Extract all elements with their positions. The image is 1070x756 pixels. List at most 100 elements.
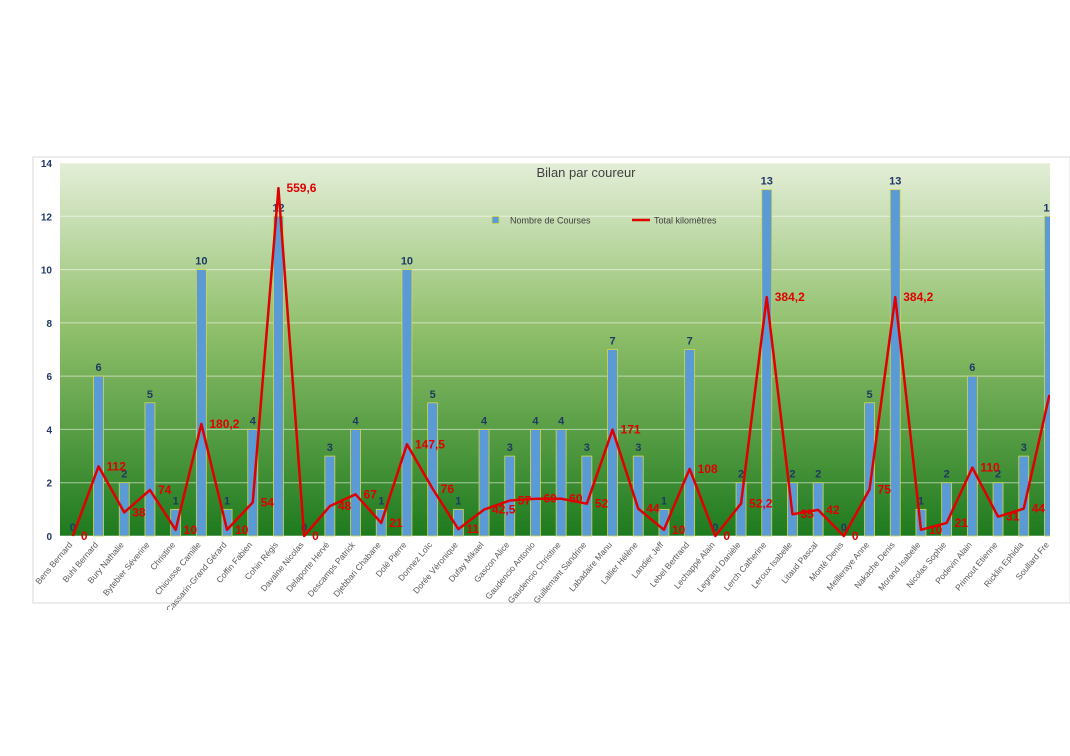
y-tick-label: 0	[46, 532, 52, 543]
bar-value-label: 13	[889, 176, 901, 188]
bar	[478, 429, 490, 537]
bar-value-label: 2	[815, 469, 821, 481]
line-value-label: 54	[261, 495, 275, 509]
line-value-label: 10	[929, 523, 943, 537]
bar-value-label: 5	[430, 389, 436, 401]
bar-value-label: 4	[250, 415, 257, 427]
y-tick-label: 8	[46, 319, 52, 330]
bar-value-label: 6	[969, 362, 975, 374]
y-tick-label: 10	[41, 266, 53, 277]
line-value-label: 10	[235, 523, 249, 537]
bar	[195, 269, 207, 537]
line-value-label: 75	[878, 482, 892, 496]
bar-value-label: 13	[761, 176, 773, 188]
line-value-label: 44	[1032, 502, 1046, 516]
bar-value-label: 5	[147, 389, 153, 401]
bar-value-label: 3	[1021, 442, 1027, 454]
bar-value-label: 7	[609, 336, 615, 348]
bar-value-label: 0	[841, 522, 847, 534]
line-value-label: 38	[132, 505, 146, 519]
chart-title: Bilan par coureur	[537, 165, 637, 180]
bar	[427, 402, 439, 537]
line-value-label: 384,2	[775, 290, 805, 304]
bar-value-label: 6	[95, 362, 101, 374]
bar	[144, 402, 156, 537]
line-value-label: 74	[158, 483, 172, 497]
bar-value-label: 2	[995, 469, 1001, 481]
line-value-label: 11	[466, 522, 479, 536]
bar	[761, 189, 773, 537]
bar	[350, 429, 361, 537]
bar-value-label: 4	[481, 415, 488, 427]
bar	[889, 189, 901, 537]
bar-value-label: 3	[507, 442, 513, 454]
bar	[93, 375, 104, 537]
line-value-label: 57	[518, 494, 532, 508]
y-tick-label: 4	[46, 425, 52, 436]
legend-swatch	[491, 216, 500, 224]
legend-label: Nombre de Courses	[510, 216, 591, 226]
bar	[966, 375, 978, 537]
bar-value-label: 0	[712, 522, 718, 534]
bar-value-label: 4	[352, 415, 359, 427]
bar	[530, 429, 541, 537]
bar-value-label: 2	[738, 469, 744, 481]
bar-value-label: 4	[558, 415, 565, 427]
bar-value-label: 4	[532, 415, 539, 427]
bar	[1044, 215, 1050, 537]
line-value-label: 31	[1006, 510, 1020, 524]
y-tick-label: 12	[41, 212, 53, 223]
line-value-label: 42	[826, 503, 840, 517]
line-value-label: 52,2	[749, 497, 773, 511]
line	[71, 186, 1050, 538]
line-value-label: 35	[800, 507, 814, 521]
line-value-label: 21	[389, 516, 403, 530]
bar-value-label: 1	[661, 495, 667, 507]
bar-value-label: 1	[173, 495, 179, 507]
bar-value-label: 2	[121, 469, 127, 481]
line-value-label: 559,6	[286, 181, 316, 195]
bar	[504, 455, 516, 537]
bar	[247, 429, 259, 537]
line-value-label: 171	[621, 423, 641, 437]
bar-value-label: 10	[195, 256, 207, 268]
bar	[324, 455, 336, 537]
line-value-label: 0	[852, 529, 859, 543]
line-value-label: 42,5	[492, 503, 516, 517]
line-value-label: 67	[364, 487, 378, 501]
line-value-label: 108	[698, 462, 718, 476]
bar-value-label: 10	[401, 256, 413, 268]
bar	[684, 349, 696, 537]
bar	[273, 215, 284, 537]
bar	[555, 429, 567, 537]
bar	[658, 508, 670, 537]
line-value-label: 110	[980, 461, 1000, 475]
bar-value-label: 7	[687, 336, 693, 348]
line-value-label: 10	[184, 523, 198, 537]
bar-value-label: 5	[866, 389, 872, 401]
line-value-label: 10	[672, 523, 686, 537]
legend-label: Total kilomètres	[654, 216, 717, 226]
y-tick-label: 6	[46, 372, 52, 383]
line-value-label: 0	[723, 529, 730, 543]
bar-value-label: 12	[1043, 202, 1055, 214]
line-value-label: 384,2	[903, 290, 933, 304]
bar-value-label: 2	[944, 469, 950, 481]
line-value-label: 76	[441, 482, 455, 496]
bar	[864, 402, 875, 537]
bar-value-label: 3	[327, 442, 333, 454]
bar-value-label: 1	[378, 495, 384, 507]
line-value-label: 180,2	[209, 417, 239, 431]
line-value-label: 44	[646, 502, 660, 516]
plot-area	[60, 163, 1050, 536]
bar-value-label: 3	[635, 442, 641, 454]
line-value-label: 60	[569, 492, 583, 506]
bar-value-label: 3	[584, 442, 590, 454]
bar-value-label: 1	[224, 495, 230, 507]
line-value-label: 48	[338, 499, 352, 513]
line-value-label: 0	[312, 529, 319, 543]
line-value-label: 21	[955, 516, 969, 530]
line-value-label: 60	[543, 492, 557, 506]
bar	[941, 482, 953, 537]
